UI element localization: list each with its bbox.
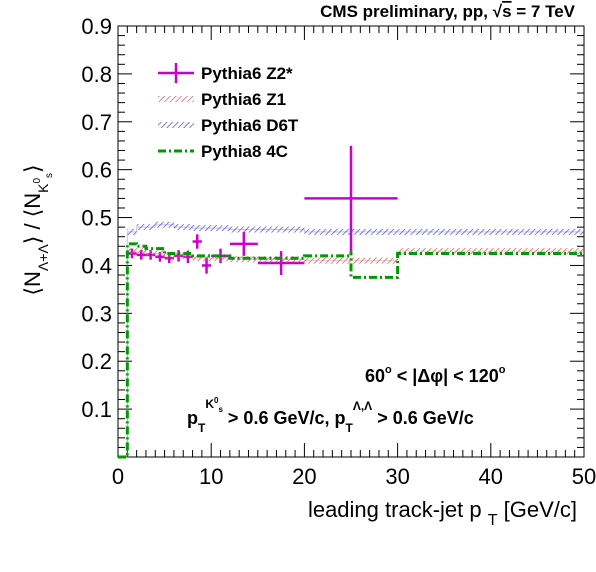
band-segment — [173, 224, 193, 231]
band-segment — [164, 252, 193, 259]
band-segment — [229, 256, 305, 263]
legend-item: Pythia6 Z1 — [158, 90, 286, 109]
x-tick-label: 50 — [572, 464, 596, 489]
x-axis-label: leading track-jet p T [GeV/c] — [308, 497, 577, 529]
band-segment — [127, 228, 137, 235]
y-tick-label: 0.3 — [81, 301, 112, 326]
band-segment — [304, 228, 398, 235]
annotation-dphi: 60o < |Δφ| < 120o — [365, 364, 506, 386]
legend-item: Pythia6 D6T — [158, 116, 299, 135]
x-tick-label: 20 — [292, 464, 316, 489]
data-point — [229, 231, 258, 256]
legend-label: Pythia6 Z2* — [201, 64, 293, 83]
band-segment — [192, 225, 230, 232]
band-segment — [127, 248, 146, 255]
band-segment — [229, 226, 305, 233]
y-tick-label: 0.7 — [81, 110, 112, 135]
legend-item: Pythia6 Z2* — [158, 63, 293, 83]
series-3 — [118, 242, 584, 459]
y-axis-label: ⟨NΛ+Λ⟩ / ⟨NK0s⟩ — [20, 164, 55, 295]
y-tick-label: 0.1 — [81, 397, 112, 422]
band-segment — [397, 228, 584, 235]
y-tick-label: 0.9 — [81, 14, 112, 39]
band-segment — [397, 248, 584, 255]
band-segment — [192, 255, 230, 262]
legend-item: Pythia8 4C — [158, 142, 288, 161]
y-tick-label: 0.5 — [81, 206, 112, 231]
legend-label: Pythia8 4C — [201, 142, 288, 161]
series-2 — [118, 221, 584, 458]
band-segment — [155, 221, 174, 228]
band-segment — [145, 250, 165, 257]
y-tick-label: 0.8 — [81, 62, 112, 87]
x-axis: 0 10 20 30 40 50 — [112, 26, 596, 489]
y-tick-label: 0.4 — [81, 253, 112, 278]
x-tick-label: 0 — [112, 464, 124, 489]
legend: Pythia6 Z2* Pythia6 Z1 Pythia6 D6T Pythia8 … — [158, 63, 299, 161]
series-group — [118, 145, 584, 459]
y-tick-label: 0.2 — [81, 349, 112, 374]
legend-label: Pythia6 D6T — [201, 116, 299, 135]
x-tick-label: 40 — [479, 464, 503, 489]
y-tick-label: 0.6 — [81, 158, 112, 183]
data-point — [192, 234, 202, 249]
band-segment — [136, 224, 156, 231]
y-axis: 0.1 0.2 0.3 0.4 0.5 0.6 0.7 0.8 0.9 — [81, 14, 584, 458]
series-line — [118, 224, 584, 458]
annotation-pt-cuts: pTK0s > 0.6 GeV/c, pTΛ,Λ > 0.6 GeV/c — [187, 396, 474, 435]
band-segment — [304, 257, 398, 264]
x-tick-label: 10 — [199, 464, 223, 489]
chart-title: CMS preliminary, pp, √s = 7 TeV — [320, 2, 576, 21]
x-tick-label: 30 — [385, 464, 409, 489]
data-point — [257, 251, 305, 276]
legend-label: Pythia6 Z1 — [201, 90, 286, 109]
data-point — [304, 145, 398, 252]
